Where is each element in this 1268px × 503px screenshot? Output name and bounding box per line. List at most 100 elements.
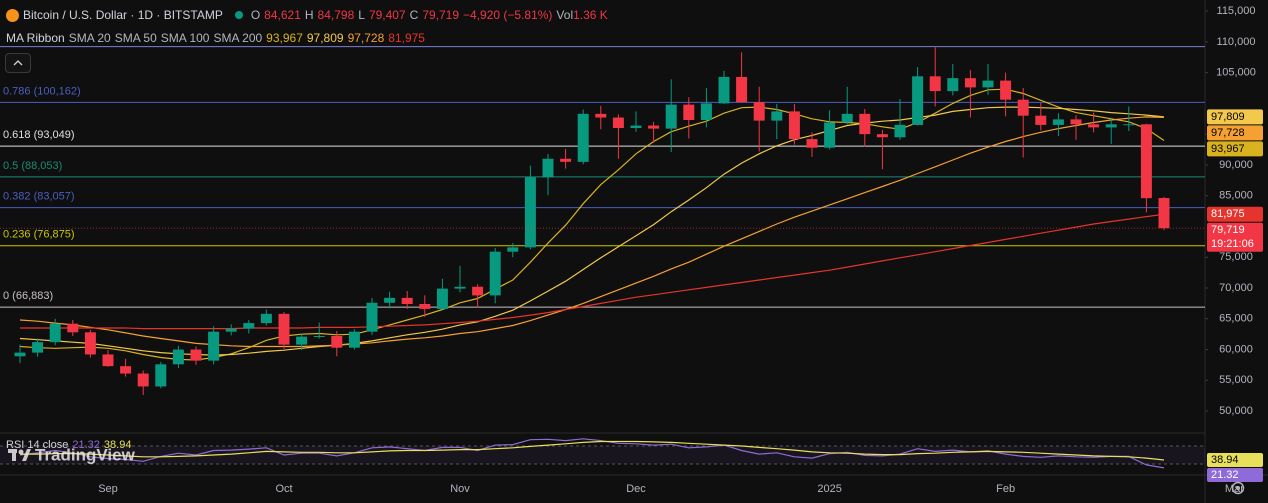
candle-body — [1035, 115, 1047, 125]
candle-body — [331, 336, 343, 348]
candle-body — [577, 113, 589, 162]
candle-body — [1070, 119, 1082, 125]
price-badge-label: 97,728 — [1211, 127, 1245, 139]
candle-body — [859, 113, 871, 135]
candle-body — [894, 124, 906, 138]
symbol-icon — [6, 8, 19, 22]
indicator-value: 93,967 — [266, 31, 303, 45]
quote-value: 84,798 — [317, 8, 355, 22]
quote-key: O — [250, 8, 261, 22]
rsi-badge — [1207, 452, 1263, 467]
quote-key: H — [304, 8, 314, 22]
settings-gear[interactable] — [1231, 481, 1245, 495]
price-badge — [1207, 222, 1263, 252]
indicator-param: SMA 50 — [114, 31, 157, 45]
candle-body — [1123, 124, 1135, 126]
candle-body — [736, 76, 748, 103]
plot-layer: 0.786 (100,162) 0.618 (93,049) 0.5 (88,053… — [0, 5, 1263, 495]
candle-body — [524, 177, 536, 248]
fib-label: 0.5 (88,053) — [3, 160, 62, 172]
rsi-value: 21.32 — [72, 439, 100, 451]
rsi-title[interactable]: RSI 14 close — [6, 439, 69, 451]
price-badge-label: 97,809 — [1211, 111, 1245, 123]
fib-label: 0.236 (76,875) — [3, 229, 75, 241]
rsi-band-fill — [0, 446, 1205, 464]
quote-value: 79,719 — [422, 8, 460, 22]
candle-body — [172, 349, 184, 365]
collapse-chevron — [13, 60, 23, 66]
candle-body — [401, 297, 413, 304]
candle-body — [1088, 124, 1100, 128]
candle-body — [806, 139, 818, 148]
x-tick-label: Nov — [450, 483, 470, 495]
candle-body — [137, 373, 149, 387]
candle-body — [14, 352, 26, 357]
price-badge — [1207, 125, 1263, 141]
quote-key: C — [409, 8, 419, 22]
candle-body — [225, 328, 237, 332]
quote-change: −4,920 (−5.81%) — [463, 8, 553, 22]
candle-body — [260, 313, 272, 324]
candle-body — [771, 111, 783, 121]
candle-body — [1017, 99, 1029, 116]
rsi-header: RSI 14 close 21.32 38.94 — [6, 439, 131, 451]
candle-body — [454, 286, 466, 289]
candle-body — [1105, 124, 1117, 128]
chevron — [13, 60, 23, 66]
candle-body — [313, 336, 325, 337]
candle-body — [120, 366, 132, 374]
indicator-title[interactable]: MA Ribbon — [6, 31, 65, 45]
y-tick-label: 65,000 — [1219, 313, 1253, 325]
candle-body — [49, 323, 61, 343]
candle-body — [102, 354, 114, 367]
fib-label: 0.382 (83,057) — [3, 191, 75, 203]
y-tick-label: 90,000 — [1219, 159, 1253, 171]
y-tick-label: 75,000 — [1219, 251, 1253, 263]
candle-body — [542, 158, 554, 178]
fib-label: 0.786 (100,162) — [3, 85, 81, 97]
settings-icon[interactable] — [1231, 481, 1245, 495]
candle-body — [560, 158, 572, 162]
rsi-ma-value: 38.94 — [103, 439, 132, 451]
x-tick-label: Sep — [98, 483, 118, 495]
candle-body — [1052, 119, 1064, 125]
candle-body — [84, 332, 96, 355]
y-tick-label: 50,000 — [1219, 405, 1253, 417]
candle-body — [190, 349, 202, 361]
x-tick-label: Mar — [1225, 483, 1244, 495]
logo-part — [22, 449, 31, 461]
candle-body — [876, 134, 888, 138]
logo-part — [12, 449, 16, 461]
candle-body — [964, 78, 976, 88]
logo — [8, 449, 31, 461]
candle-body — [296, 336, 308, 345]
price-badge — [1207, 109, 1263, 125]
candle-body — [67, 323, 79, 333]
quote-value: 84,621 — [264, 8, 301, 22]
quote-value: 79,407 — [368, 8, 406, 22]
y-tick-label: 115,000 — [1217, 5, 1256, 17]
indicator-param: SMA 200 — [213, 31, 263, 45]
candle-body — [612, 117, 624, 128]
watermark: TradingView — [35, 445, 136, 464]
candle-body — [665, 104, 677, 129]
indicator-param: SMA 100 — [160, 31, 210, 45]
symbol-title[interactable]: Bitcoin / U.S. Dollar · 1D · BITSTAMP — [23, 8, 223, 22]
candle-body — [718, 76, 730, 104]
price-badge-label: 81,975 — [1211, 208, 1245, 220]
rsi-ma-line — [20, 440, 1165, 461]
candle-body — [489, 251, 501, 296]
candle-body — [912, 76, 924, 125]
candle-body — [753, 102, 765, 121]
x-tick-label: 2025 — [817, 483, 841, 495]
price-badge — [1207, 206, 1263, 222]
collapse-button[interactable] — [5, 53, 31, 73]
x-tick-label: Feb — [996, 483, 1015, 495]
y-tick-label: 105,000 — [1216, 67, 1256, 79]
indicator-value: 97,809 — [306, 31, 344, 45]
candle-body — [947, 78, 959, 92]
candle-body — [595, 113, 607, 118]
volume-value: 1.36 K — [573, 8, 608, 22]
volume-key: Vol — [556, 8, 574, 22]
